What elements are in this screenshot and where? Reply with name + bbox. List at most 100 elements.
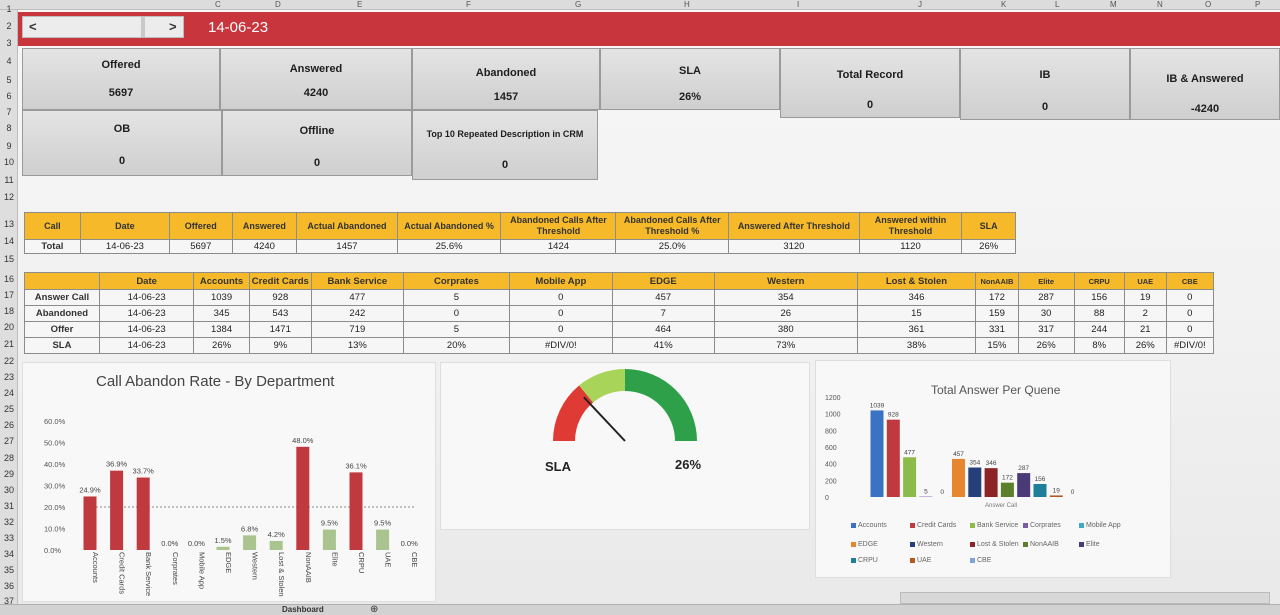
dept-cell[interactable]: 0 [508, 305, 613, 322]
summary-cell[interactable]: 1120 [858, 239, 963, 254]
row-number[interactable]: 37 [3, 596, 14, 606]
dept-cell[interactable]: 26 [713, 305, 858, 322]
column-letter[interactable]: E [357, 0, 363, 9]
dept-cell[interactable]: 0 [508, 289, 613, 306]
row-number[interactable]: 26 [3, 420, 14, 430]
dept-cell[interactable]: 317 [1017, 321, 1075, 338]
column-letter[interactable]: J [918, 0, 922, 9]
row-number[interactable]: 10 [3, 157, 14, 167]
dept-cell[interactable]: 8% [1073, 337, 1125, 354]
summary-cell[interactable]: 1424 [500, 239, 617, 254]
dept-cell[interactable]: 5 [402, 321, 510, 338]
dept-cell[interactable]: 0 [508, 321, 613, 338]
row-number[interactable]: 1 [6, 4, 12, 14]
dept-cell[interactable]: 19 [1123, 289, 1167, 306]
row-number[interactable]: 5 [6, 75, 12, 85]
summary-cell[interactable]: 26% [961, 239, 1016, 254]
horizontal-scrollbar[interactable] [900, 592, 1270, 604]
column-letter[interactable]: H [684, 0, 690, 9]
dept-cell[interactable]: 13% [310, 337, 404, 354]
summary-cell[interactable]: 4240 [231, 239, 298, 254]
dept-cell[interactable]: 0 [402, 305, 510, 322]
row-number[interactable]: 28 [3, 453, 14, 463]
dept-cell[interactable]: 477 [310, 289, 404, 306]
dept-cell[interactable]: 242 [310, 305, 404, 322]
dept-cell[interactable]: 244 [1073, 321, 1125, 338]
row-number[interactable]: 2 [6, 21, 12, 31]
dept-cell[interactable]: 26% [193, 337, 250, 354]
prev-date-button[interactable]: < [29, 19, 37, 34]
dept-cell[interactable]: Offer [24, 321, 100, 338]
row-number[interactable]: 32 [3, 517, 14, 527]
row-number[interactable]: 12 [3, 192, 14, 202]
row-number[interactable]: 6 [6, 91, 12, 101]
summary-cell[interactable]: 25.6% [396, 239, 502, 254]
row-number[interactable]: 36 [3, 581, 14, 591]
dept-cell[interactable]: 1471 [248, 321, 312, 338]
next-date-button[interactable]: > [169, 19, 177, 34]
summary-cell[interactable]: Total [24, 239, 81, 254]
column-letter[interactable]: C [215, 0, 221, 9]
column-letter[interactable]: N [1157, 0, 1163, 9]
row-number[interactable]: 34 [3, 549, 14, 559]
column-letter[interactable]: M [1110, 0, 1117, 9]
dept-cell[interactable]: 361 [856, 321, 977, 338]
row-number[interactable]: 23 [3, 372, 14, 382]
dept-cell[interactable]: 26% [1017, 337, 1075, 354]
column-letter[interactable]: F [466, 0, 471, 9]
dept-cell[interactable]: 346 [856, 289, 977, 306]
dept-cell[interactable]: 928 [248, 289, 312, 306]
dept-cell[interactable]: 38% [856, 337, 977, 354]
dept-cell[interactable]: Answer Call [24, 289, 100, 306]
row-number[interactable]: 27 [3, 436, 14, 446]
dept-cell[interactable]: 2 [1123, 305, 1167, 322]
row-number[interactable]: 22 [3, 356, 14, 366]
column-letter[interactable]: L [1055, 0, 1060, 9]
dept-cell[interactable]: #DIV/0! [508, 337, 613, 354]
dept-cell[interactable]: 719 [310, 321, 404, 338]
row-number[interactable]: 14 [3, 236, 14, 246]
row-number[interactable]: 11 [4, 175, 14, 185]
row-number[interactable]: 18 [3, 306, 14, 316]
dept-cell[interactable]: SLA [24, 337, 100, 354]
dept-cell[interactable]: 14-06-23 [98, 321, 195, 338]
date-scrollbar[interactable]: < > [22, 16, 184, 38]
dept-cell[interactable]: 172 [975, 289, 1019, 306]
row-number[interactable]: 8 [6, 123, 12, 133]
dept-cell[interactable]: 14-06-23 [98, 337, 195, 354]
row-number[interactable]: 16 [3, 274, 14, 284]
column-letter[interactable]: G [575, 0, 582, 9]
row-number[interactable]: 21 [3, 339, 14, 349]
dept-cell[interactable]: 1384 [193, 321, 250, 338]
column-letter[interactable]: I [797, 0, 800, 9]
column-letter[interactable]: D [275, 0, 281, 9]
row-number[interactable]: 29 [3, 469, 14, 479]
row-number[interactable]: 13 [3, 219, 14, 229]
dept-cell[interactable]: 287 [1017, 289, 1075, 306]
column-letter[interactable]: K [1001, 0, 1007, 9]
dept-cell[interactable]: 88 [1073, 305, 1125, 322]
dept-cell[interactable]: 1039 [193, 289, 250, 306]
row-number[interactable]: 4 [6, 56, 12, 66]
dept-cell[interactable]: 9% [248, 337, 312, 354]
dept-cell[interactable]: 7 [611, 305, 715, 322]
dept-cell[interactable]: 20% [402, 337, 510, 354]
summary-cell[interactable]: 5697 [169, 239, 233, 254]
dept-cell[interactable]: 0 [1165, 321, 1215, 338]
dept-cell[interactable]: 543 [248, 305, 312, 322]
dept-cell[interactable]: 464 [611, 321, 715, 338]
dept-cell[interactable]: 354 [713, 289, 858, 306]
summary-cell[interactable]: 25.0% [615, 239, 730, 254]
scroll-thumb[interactable] [141, 17, 145, 37]
row-number[interactable]: 33 [3, 533, 14, 543]
sheet-tab-dashboard[interactable]: Dashboard [282, 605, 324, 614]
dept-cell[interactable]: 0 [1165, 289, 1215, 306]
dept-cell[interactable]: 380 [713, 321, 858, 338]
row-number[interactable]: 9 [6, 141, 12, 151]
dept-cell[interactable]: 14-06-23 [98, 289, 195, 306]
dept-cell[interactable]: 156 [1073, 289, 1125, 306]
summary-cell[interactable]: 3120 [728, 239, 860, 254]
row-number[interactable]: 30 [3, 485, 14, 495]
add-sheet-icon[interactable]: ⊕ [370, 604, 379, 615]
dept-cell[interactable]: 21 [1123, 321, 1167, 338]
